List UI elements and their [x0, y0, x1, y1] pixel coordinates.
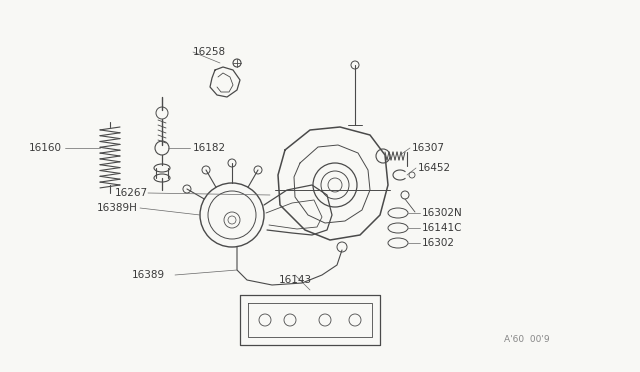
Text: 16267: 16267	[115, 188, 148, 198]
Text: 16143: 16143	[278, 275, 312, 285]
Text: 16258: 16258	[193, 47, 226, 57]
Text: 16389: 16389	[131, 270, 164, 280]
Text: 16302N: 16302N	[422, 208, 463, 218]
Text: 16452: 16452	[418, 163, 451, 173]
Text: 16302: 16302	[422, 238, 455, 248]
Text: 16389H: 16389H	[97, 203, 138, 213]
Text: 16160: 16160	[29, 143, 62, 153]
Text: 16141C: 16141C	[422, 223, 463, 233]
Text: 16182: 16182	[193, 143, 226, 153]
Text: 16307: 16307	[412, 143, 445, 153]
Text: A'60  00'9: A'60 00'9	[504, 336, 550, 344]
